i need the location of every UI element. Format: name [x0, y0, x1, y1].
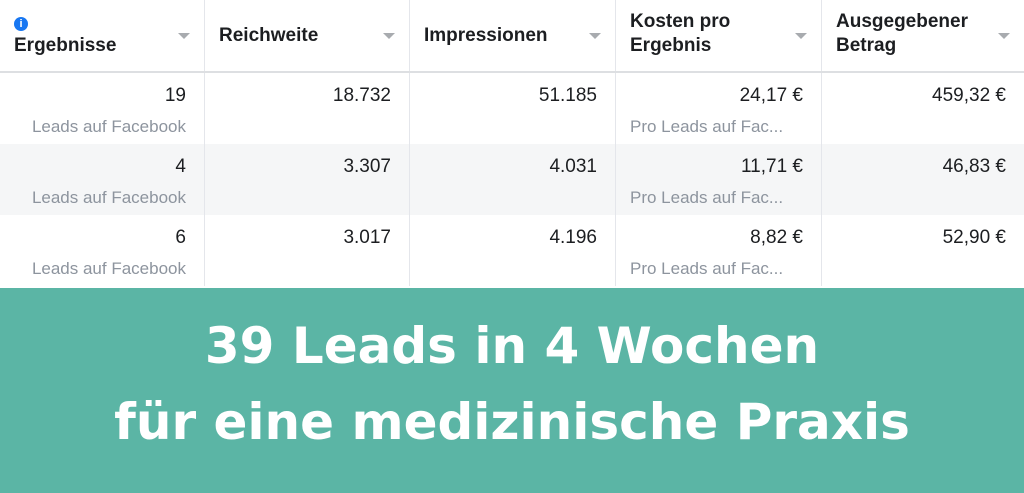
reach-value: 18.732 — [332, 85, 391, 106]
spent-value: 459,32 € — [932, 85, 1006, 106]
column-header-amount-spent[interactable]: Ausgegebener Betrag — [822, 0, 1024, 71]
column-label: Kosten pro Ergebnis — [630, 11, 731, 56]
cell-results: 4 Leads auf Facebook — [0, 144, 205, 215]
cost-subtext: Pro Leads auf Fac... — [630, 259, 784, 278]
column-header-cost-per-result[interactable]: Kosten pro Ergebnis — [616, 0, 822, 71]
results-subtext: Leads auf Facebook — [31, 259, 186, 278]
headline-line-2: für eine medizinische Praxis — [114, 393, 910, 451]
cell-spent: 459,32 € — [822, 73, 1024, 144]
cell-results: 19 Leads auf Facebook — [0, 73, 205, 144]
cost-subtext: Pro Leads auf Fac... — [630, 117, 784, 136]
table-row: 19 Leads auf Facebook 18.732 51.185 24,17… — [0, 73, 1024, 144]
impressions-value: 4.196 — [549, 227, 597, 248]
cost-value: 11,71 € — [741, 156, 803, 177]
table-header: i Ergebnisse Reichweite Impressionen Kos… — [0, 0, 1024, 73]
cell-reach: 3.017 — [205, 215, 410, 286]
column-label: Ausgegebener Betrag — [836, 11, 968, 56]
cell-reach: 3.307 — [205, 144, 410, 215]
column-header-results[interactable]: i Ergebnisse — [0, 0, 205, 71]
cell-impressions: 4.031 — [410, 144, 616, 215]
cell-spent: 46,83 € — [822, 144, 1024, 215]
cell-cost: 24,17 € Pro Leads auf Fac... — [616, 73, 822, 144]
cell-cost: 8,82 € Pro Leads auf Fac... — [616, 215, 822, 286]
results-value: 6 — [175, 227, 186, 248]
sort-caret-icon[interactable] — [998, 33, 1010, 39]
results-subtext: Leads auf Facebook — [31, 188, 186, 207]
column-label: Impressionen — [424, 25, 548, 46]
cell-results: 6 Leads auf Facebook — [0, 215, 205, 286]
column-label: Reichweite — [219, 25, 319, 46]
column-header-impressions[interactable]: Impressionen — [410, 0, 616, 71]
ads-results-table: i Ergebnisse Reichweite Impressionen Kos… — [0, 0, 1024, 286]
cell-cost: 11,71 € Pro Leads auf Fac... — [616, 144, 822, 215]
results-subtext: Leads auf Facebook — [31, 117, 186, 136]
info-icon[interactable]: i — [14, 17, 28, 31]
impressions-value: 51.185 — [538, 85, 597, 106]
cost-subtext: Pro Leads auf Fac... — [630, 188, 784, 207]
sort-caret-icon[interactable] — [178, 33, 190, 39]
cost-value: 24,17 € — [739, 85, 803, 106]
table-row: 6 Leads auf Facebook 3.017 4.196 8,82 € Pr… — [0, 215, 1024, 286]
column-label: Ergebnisse — [14, 35, 117, 56]
reach-value: 3.017 — [343, 227, 391, 248]
cost-value: 8,82 € — [750, 227, 803, 248]
sort-caret-icon[interactable] — [383, 33, 395, 39]
results-value: 19 — [164, 85, 186, 106]
cell-impressions: 51.185 — [410, 73, 616, 144]
column-header-reach[interactable]: Reichweite — [205, 0, 410, 71]
table-row: 4 Leads auf Facebook 3.307 4.031 11,71 € P… — [0, 144, 1024, 215]
cell-impressions: 4.196 — [410, 215, 616, 286]
spent-value: 52,90 € — [942, 227, 1006, 248]
sort-caret-icon[interactable] — [795, 33, 807, 39]
sort-caret-icon[interactable] — [589, 33, 601, 39]
headline-banner: 39 Leads in 4 Wochen für eine medizinisc… — [0, 288, 1024, 493]
headline-line-1: 39 Leads in 4 Wochen — [204, 317, 820, 375]
cell-reach: 18.732 — [205, 73, 410, 144]
results-value: 4 — [175, 156, 186, 177]
impressions-value: 4.031 — [549, 156, 597, 177]
reach-value: 3.307 — [343, 156, 391, 177]
spent-value: 46,83 € — [942, 156, 1006, 177]
cell-spent: 52,90 € — [822, 215, 1024, 286]
